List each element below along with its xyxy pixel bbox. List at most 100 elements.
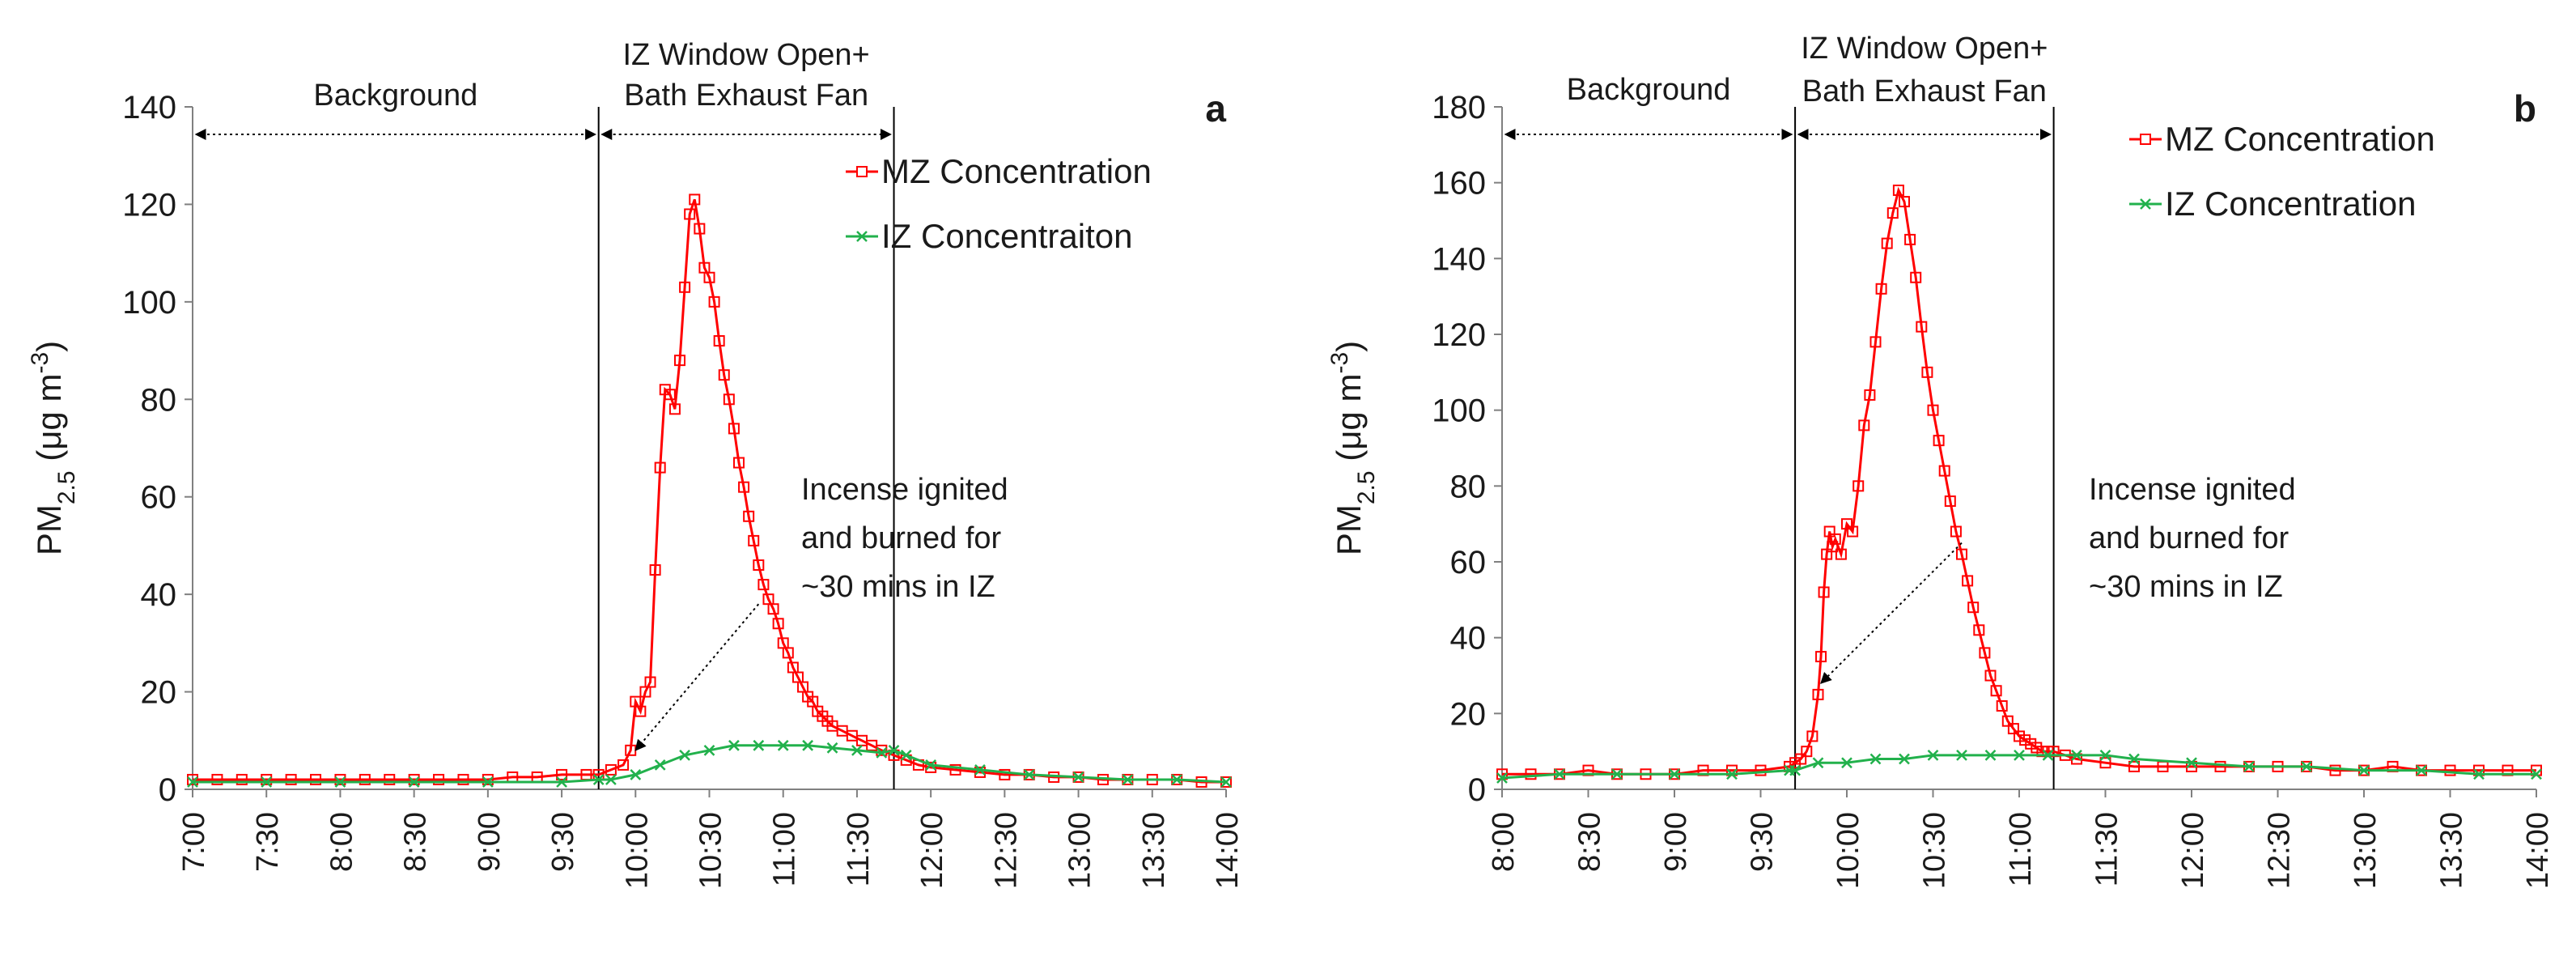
- chart-a-series-mz-point: [732, 457, 745, 469]
- chart-a-series-iz-point: [556, 776, 567, 788]
- chart-b-series-iz-point: [2186, 757, 2197, 769]
- chart-b-legend-iz-label: IZ Concentration: [2165, 185, 2417, 223]
- chart-a-series-mz-point: [738, 481, 750, 493]
- chart-b-legend-mz-marker: [2140, 134, 2151, 145]
- chart-a-series-iz-point: [925, 759, 937, 771]
- chart-a-series-iz-point: [1072, 772, 1084, 783]
- chart-b-series-iz-point: [1669, 768, 1680, 780]
- chart-a-series-iz-point: [679, 749, 690, 761]
- chart-b-series-iz-point: [2358, 764, 2370, 776]
- chart-b-series-mz-point: [1858, 419, 1870, 431]
- chart-a-xtick-label: 8:30: [399, 812, 433, 872]
- chart-a-legend-mz-marker: [856, 166, 868, 177]
- chart-a-series-mz-point: [187, 773, 198, 785]
- chart-b-series-iz-point: [2128, 753, 2140, 765]
- chart-a-legend-iz-label: IZ Concentraiton: [881, 217, 1133, 255]
- chart-b-series-mz-point: [1795, 753, 1807, 765]
- chart-b-xtick-label: 8:00: [1487, 812, 1521, 872]
- chart-a-series-iz-point: [654, 759, 666, 771]
- chart-a-xtick-label: 12:00: [915, 812, 949, 889]
- chart-b-series-iz-point: [2243, 761, 2255, 772]
- chart-b-series-mz-point: [2019, 734, 2031, 746]
- chart-b-xtick-label: 12:30: [2263, 812, 2297, 889]
- chart-b-series-iz-point: [2416, 764, 2427, 776]
- chart-b-series-mz-point: [1899, 196, 1910, 208]
- chart-a-series-mz-point: [649, 564, 661, 576]
- chart-a-series-mz-point: [654, 461, 666, 474]
- chart-a-series-mz-point: [310, 773, 322, 785]
- chart-b-series-mz-point: [1938, 465, 1950, 477]
- chart-b-series-mz-point: [1801, 746, 1813, 758]
- chart-a-series-mz-point: [748, 534, 760, 546]
- chart-a-xtick-label: 8:00: [325, 812, 359, 872]
- chart-a-ylabel: PM2.5 (μg m-3): [27, 341, 80, 555]
- chart-b-series-mz-point: [1927, 404, 1939, 416]
- chart-a-series-mz-point: [949, 763, 961, 776]
- chart-a-xtick-label: 13:30: [1137, 812, 1171, 889]
- chart-a-series-iz-point: [1122, 774, 1134, 785]
- chart-a-series-mz-point: [684, 208, 696, 220]
- chart-a-series-mz-point: [644, 676, 656, 688]
- chart-b-series-mz-point: [2025, 738, 2037, 750]
- chart-a-series-mz-point: [556, 768, 568, 780]
- chart-a-region-label-treatment: Bath Exhaust Fan: [624, 79, 868, 113]
- chart-a-xtick-label: 10:30: [694, 812, 728, 889]
- chart-a-series-mz-point: [211, 773, 223, 785]
- chart-b-series-mz-point: [1979, 647, 1991, 659]
- chart-b-series-mz-point: [1875, 283, 1887, 295]
- chart-b-series-iz-point: [1554, 768, 1565, 780]
- chart-a-ytick-label: 100: [122, 285, 176, 321]
- chart-a-region-label-treatment: IZ Window Open+: [623, 38, 870, 72]
- chart-a-series-mz-point: [359, 773, 371, 785]
- chart-b-ytick-label: 0: [1468, 772, 1486, 808]
- chart-a-legend-mz-label: MZ Concentration: [881, 152, 1152, 190]
- chart-b-series-iz-point: [1496, 772, 1508, 784]
- chart-a-series-mz-line: [193, 198, 1226, 784]
- chart-a-series-mz-point: [876, 744, 888, 756]
- chart-b-series-iz-point: [2301, 761, 2312, 772]
- chart-b-series-mz-point: [1950, 525, 1962, 538]
- chart-b-series-mz-point: [1996, 699, 2008, 712]
- chart-a-series-mz-point: [261, 773, 273, 785]
- chart-panel-b: 0 20 40 60 80 100 120 140 160 180 8:00 8:30 9:00 9:30…: [1288, 0, 2576, 965]
- chart-b-region-label-background: Background: [1567, 73, 1731, 107]
- chart-a-xtick-label: 7:00: [177, 812, 211, 872]
- chart-a-series-mz-point: [668, 403, 681, 415]
- chart-b-series-mz-point: [1886, 207, 1899, 219]
- chart-a-xtick-label: 11:30: [842, 812, 876, 886]
- chart-b-series-mz-point: [2007, 723, 2019, 735]
- chart-b-series-mz-point: [1815, 651, 1827, 663]
- chart-b-series-iz-point: [1611, 768, 1623, 780]
- chart-a-series-mz-point: [408, 773, 420, 785]
- chart-a-series-iz-point: [1220, 776, 1232, 788]
- chart-b-xtick-label: 12:00: [2176, 812, 2210, 889]
- chart-a-series-mz-point: [482, 773, 494, 785]
- chart-b-legend-iz-marker: [2140, 198, 2151, 210]
- chart-b-series-mz-point: [1847, 525, 1859, 538]
- chart-a-series-mz-point: [772, 618, 784, 630]
- chart-a-legend-iz-marker: [856, 231, 868, 242]
- chart-a-series-mz-point: [605, 763, 617, 776]
- chart-a-series-mz-point: [674, 355, 686, 367]
- chart-b-series-mz-point: [1881, 237, 1893, 249]
- chart-b-series-mz-point: [1823, 525, 1835, 538]
- chart-a-series-mz-point: [664, 389, 676, 401]
- chart-a-annotation-arrow: [634, 603, 760, 751]
- chart-b-ytick-label: 20: [1450, 696, 1487, 732]
- chart-b-series-iz-point: [1789, 764, 1801, 776]
- chart-b-series-iz-point: [1726, 768, 1738, 780]
- chart-b-series-iz-point: [1812, 757, 1824, 769]
- chart-b-series-mz-point: [1812, 688, 1824, 700]
- chart-b-xtick-label: 11:00: [2004, 812, 2038, 886]
- chart-b-series-mz-point: [2128, 760, 2140, 772]
- chart-b-series-mz-point: [1869, 336, 1882, 348]
- chart-b-series-mz-point: [1892, 185, 1904, 197]
- chart-b-ytick-label: 140: [1432, 241, 1486, 277]
- chart-b-series-mz-point: [2444, 764, 2456, 776]
- chart-a-series-mz-point: [457, 773, 469, 785]
- chart-b-series-mz-point: [1967, 602, 1980, 614]
- chart-b-series-iz-point: [2099, 749, 2111, 761]
- chart-b-annotation-text: and burned for: [2089, 521, 2290, 555]
- chart-b-series-iz-point: [1869, 753, 1882, 765]
- chart-a-region-label-background: Background: [313, 79, 477, 113]
